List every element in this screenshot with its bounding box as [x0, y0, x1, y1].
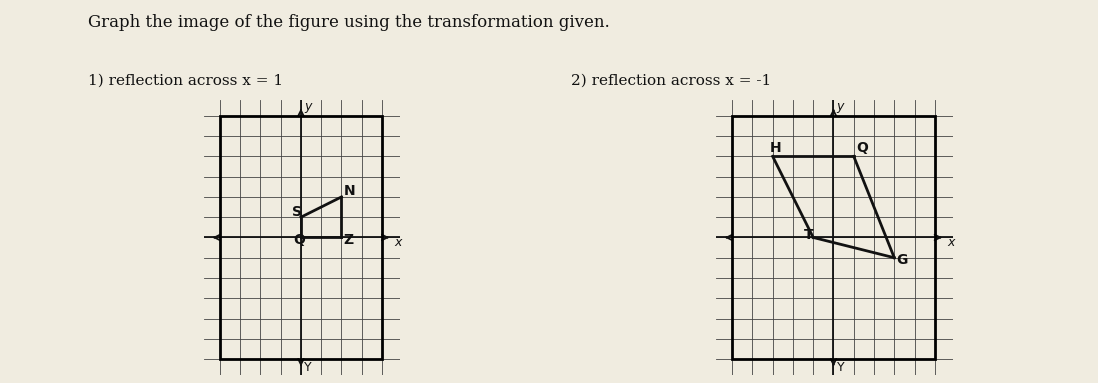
Text: G: G [896, 253, 908, 267]
Text: S: S [292, 205, 302, 219]
Text: y: y [304, 100, 312, 113]
Bar [732, 116, 934, 359]
Text: H: H [770, 141, 781, 155]
Text: Q: Q [293, 232, 305, 247]
Text: Y: Y [304, 361, 312, 374]
Text: T: T [804, 229, 814, 242]
Text: Y: Y [837, 361, 844, 374]
Text: 2) reflection across x = -1: 2) reflection across x = -1 [571, 73, 771, 87]
Text: N: N [344, 184, 355, 198]
Text: Graph the image of the figure using the transformation given.: Graph the image of the figure using the … [88, 14, 609, 31]
Text: x: x [946, 236, 954, 249]
Text: Z: Z [344, 232, 354, 247]
Text: 1) reflection across x = 1: 1) reflection across x = 1 [88, 73, 283, 87]
Text: y: y [837, 100, 844, 113]
Bar [220, 116, 382, 359]
Text: x: x [394, 236, 402, 249]
Text: Q: Q [855, 141, 867, 155]
